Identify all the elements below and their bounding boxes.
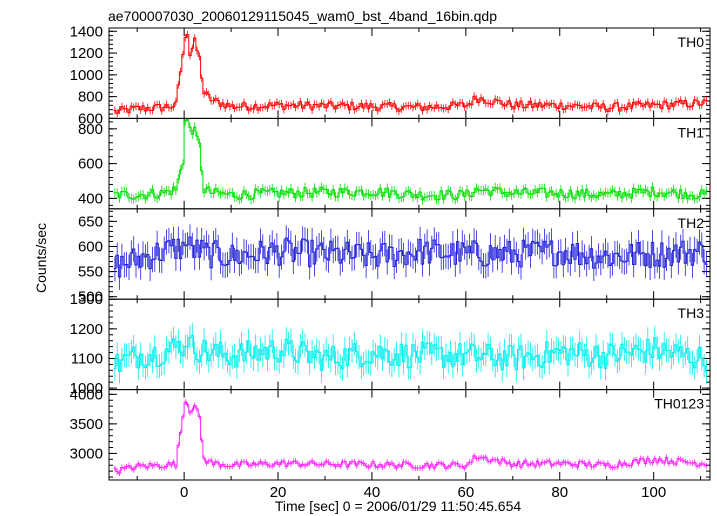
y-tick-label: 1000 [70,380,103,397]
panel-frame [108,389,711,481]
error-bars-th1 [114,119,707,205]
y-tick-label: 1400 [70,23,103,40]
y-tick-label: 500 [78,289,103,306]
y-tick-label: 400 [78,190,103,207]
panel-frame [108,298,711,391]
y-tick-label: 800 [78,121,103,138]
y-tick-label: 600 [78,156,103,173]
y-tick-label: 4000 [70,386,103,403]
x-tick-label: 60 [458,484,475,501]
x-tick-label: 80 [551,484,568,501]
y-tick-label: 1300 [70,291,103,308]
y-tick-label: 550 [78,264,103,281]
chart-title: ae700007030_20060129115045_wam0_bst_4ban… [108,8,497,24]
error-bars-th2 [114,224,707,290]
x-tick-label: 100 [641,484,666,501]
y-tick-label: 3000 [70,445,103,462]
x-axis-title: Time [sec] 0 = 2006/01/29 11:50:45.654 [275,498,522,514]
error-bars-th3 [114,323,707,384]
series-label: TH3 [678,305,705,321]
x-tick-label: 40 [364,484,381,501]
series-label: TH2 [678,215,705,231]
x-tick-label: 20 [270,484,287,501]
y-axis-title: Counts/sec [33,223,49,293]
series-label: TH0123 [654,396,704,412]
y-tick-label: 600 [78,238,103,255]
y-tick-label: 650 [78,213,103,230]
y-tick-label: 3500 [70,416,103,433]
series-label: TH0 [678,34,705,50]
error-bars-th0 [114,30,707,118]
series-label: TH1 [678,124,705,140]
lightcurve-th1 [113,118,708,201]
lightcurve-th3 [113,334,708,373]
y-tick-label: 1100 [71,350,103,367]
y-tick-label: 1200 [70,45,103,62]
lightcurve-th0 [113,34,708,114]
y-tick-label: 1000 [70,67,103,84]
y-tick-label: 800 [78,89,103,106]
error-bars-th0123 [114,399,707,477]
y-tick-label: 1200 [70,321,103,338]
panel-frame [108,27,711,119]
x-tick-label: 0 [180,484,188,501]
y-tick-label: 600 [78,110,103,127]
